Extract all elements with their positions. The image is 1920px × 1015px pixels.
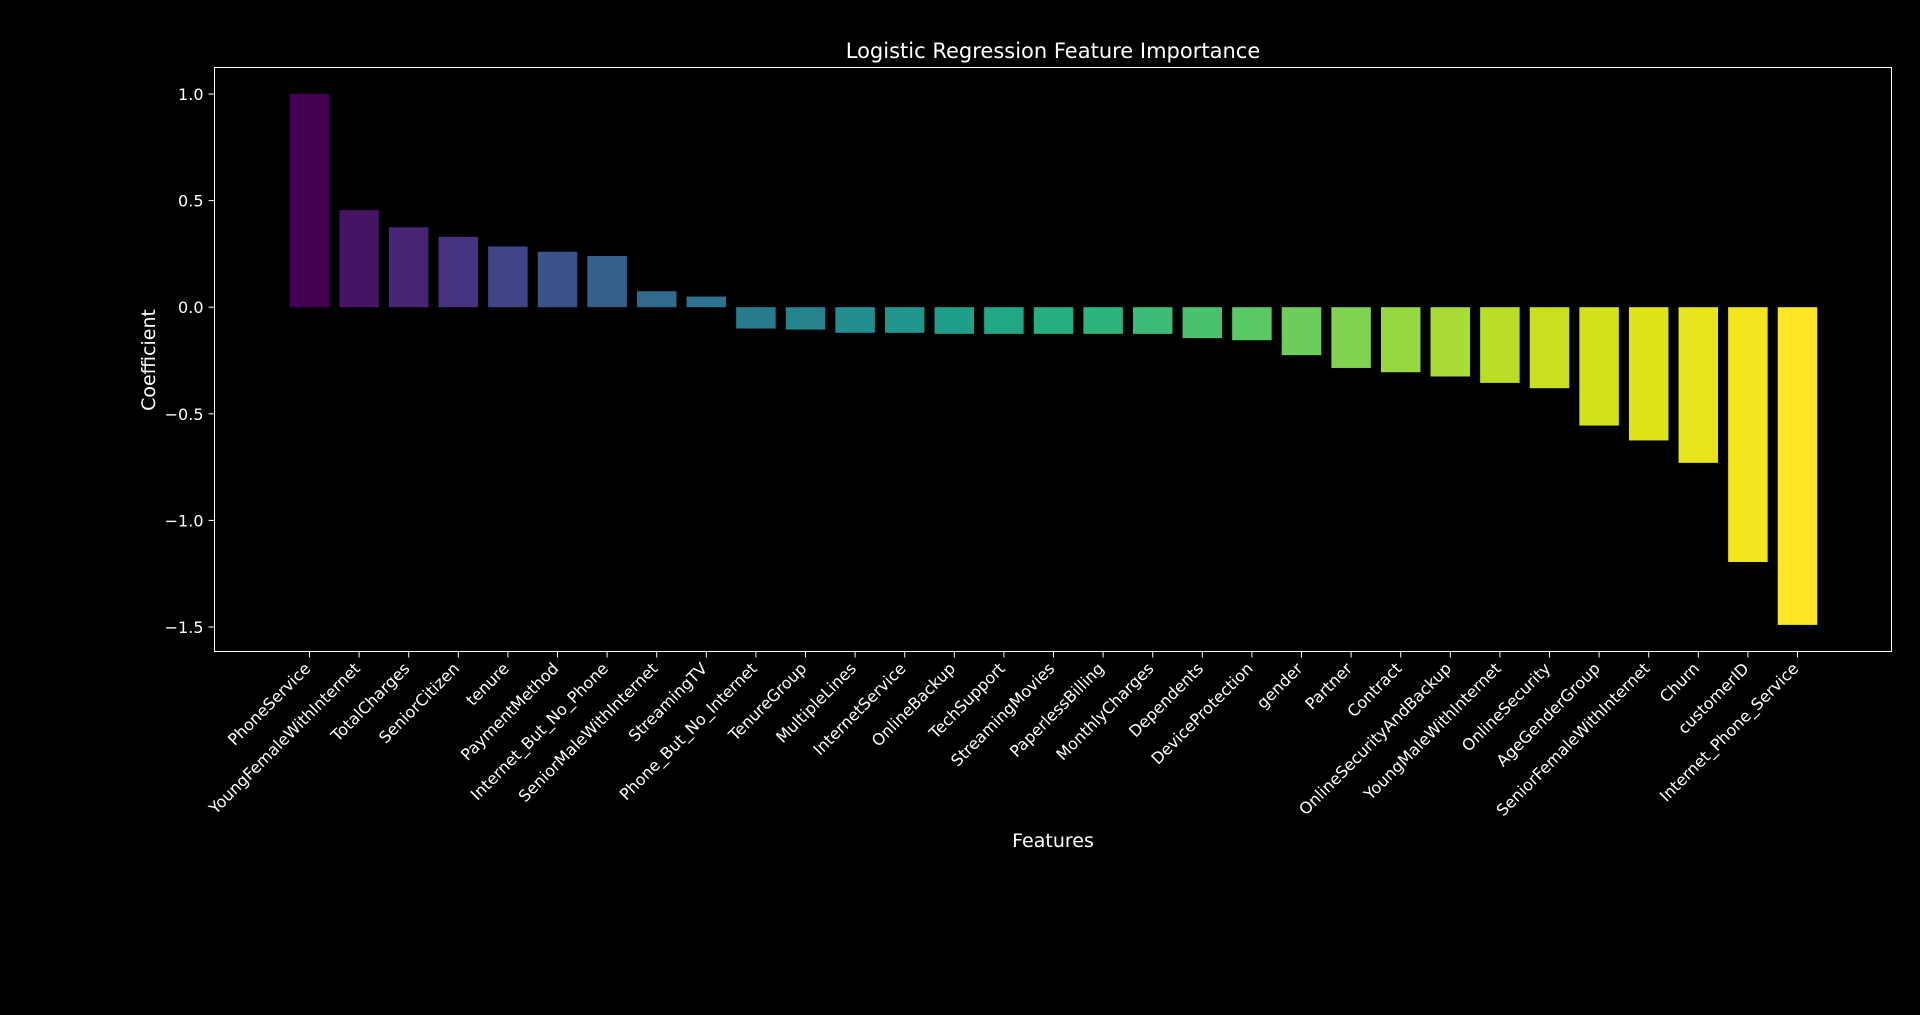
x-tick-label: Churn <box>1656 659 1703 706</box>
bar-MonthlyCharges <box>1132 307 1173 334</box>
x-tick-label: OnlineSecurity <box>1458 659 1554 755</box>
bars-layer <box>289 94 1818 625</box>
bar-tenure <box>488 246 528 308</box>
plot-frame <box>214 67 1892 652</box>
chart-title: Logistic Regression Feature Importance <box>846 39 1260 63</box>
bar-AgeGenderGroup <box>1579 307 1619 426</box>
bar-SeniorCitizen <box>438 236 479 308</box>
bar-Partner <box>1331 307 1371 368</box>
bar-TechSupport <box>984 307 1024 334</box>
bar-Contract <box>1380 307 1421 373</box>
y-tick-label: −0.5 <box>165 405 204 424</box>
y-tick-label: 0.5 <box>178 192 203 211</box>
y-axis-ticks: 1.0 0.5 0.0 −0.5 −1.0 −1.5 <box>165 85 215 637</box>
bar-PaperlessBilling <box>1083 307 1123 334</box>
bar-Internet_Phone_Service <box>1777 307 1818 625</box>
bar-Internet_But_No_Phone <box>587 256 627 308</box>
bar-YoungFemaleWithInternet <box>339 210 379 308</box>
y-axis-label: Coefficient <box>138 309 160 411</box>
x-tick-label: gender <box>1253 659 1307 713</box>
bar-Churn <box>1678 307 1719 463</box>
bar-StreamingTV <box>686 296 727 308</box>
bar-InternetService <box>884 307 925 333</box>
x-axis-ticks: PhoneServiceYoungFemaleWithInternetTotal… <box>204 651 1803 820</box>
bar-SeniorFemaleWithInternet <box>1628 307 1669 441</box>
bar-OnlineSecurity <box>1529 307 1570 389</box>
bar-MultipleLines <box>835 307 875 333</box>
bar-customerID <box>1728 307 1768 562</box>
x-tick-label: PhoneService <box>224 659 314 749</box>
bar-OnlineSecurityAndBackup <box>1430 307 1471 377</box>
y-tick-label: 1.0 <box>178 85 203 104</box>
bar-DeviceProtection <box>1232 307 1272 341</box>
bar-gender <box>1281 307 1322 356</box>
bar-TenureGroup <box>785 307 826 330</box>
bar-SeniorMaleWithInternet <box>636 291 677 308</box>
bar-PhoneService <box>289 94 330 308</box>
y-tick-label: −1.0 <box>165 511 204 530</box>
bar-OnlineBackup <box>934 307 975 334</box>
bar-StreamingMovies <box>1033 307 1074 334</box>
bar-Phone_But_No_Internet <box>736 307 776 329</box>
bar-TotalCharges <box>388 227 429 308</box>
bar-YoungMaleWithInternet <box>1480 307 1520 383</box>
y-tick-label: 0.0 <box>178 298 203 317</box>
bar-PaymentMethod <box>537 251 578 308</box>
y-tick-label: −1.5 <box>165 618 204 637</box>
bar-Dependents <box>1182 307 1223 339</box>
x-axis-label: Features <box>1012 830 1094 852</box>
